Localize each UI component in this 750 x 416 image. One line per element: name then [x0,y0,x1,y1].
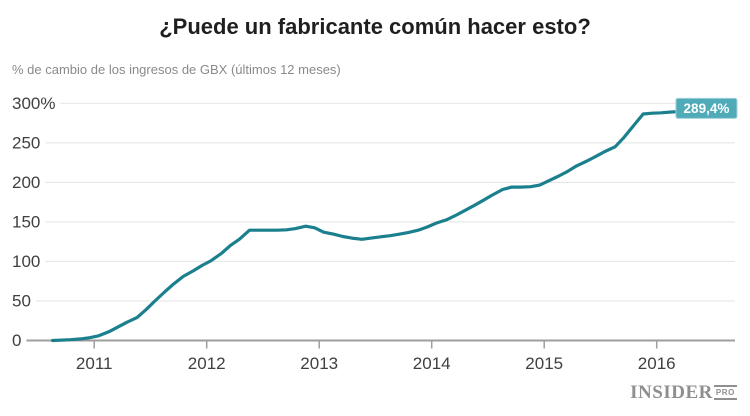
brand-name: INSIDER [630,382,713,403]
y-axis: 0 50 100 150 200 250 300% [12,94,735,350]
y-axis-label: 150 [12,212,40,231]
end-value-label: 289,4% [684,101,730,116]
line-chart: 0 50 100 150 200 250 300% 2011 2012 2013 2014 2015 2… [0,85,750,385]
x-axis-label: 2013 [300,354,338,373]
y-axis-label: 0 [12,331,21,350]
x-axis: 2011 2012 2013 2014 2015 2016 [76,341,676,373]
x-axis-label: 2012 [188,354,226,373]
y-axis-label: 300% [12,94,55,113]
revenue-line [50,110,679,343]
brand-suffix-badge: PRO [713,385,737,400]
x-axis-label: 2014 [413,354,451,373]
y-axis-label: 250 [12,133,40,152]
chart-title: ¿Puede un fabricante común hacer esto? [159,14,591,39]
y-axis-label: 50 [12,291,31,310]
y-axis-label: 200 [12,173,40,192]
brand-logo: INSIDER PRO [630,382,737,404]
x-axis-label: 2016 [638,354,676,373]
end-value-badge-bg [675,97,738,119]
x-axis-label: 2015 [525,354,563,373]
x-axis-label: 2011 [76,354,113,373]
end-value-badge: 289,4% [675,97,738,119]
y-axis-label: 100 [12,252,40,271]
chart-subtitle: % de cambio de los ingresos de GBX (últi… [12,62,341,77]
